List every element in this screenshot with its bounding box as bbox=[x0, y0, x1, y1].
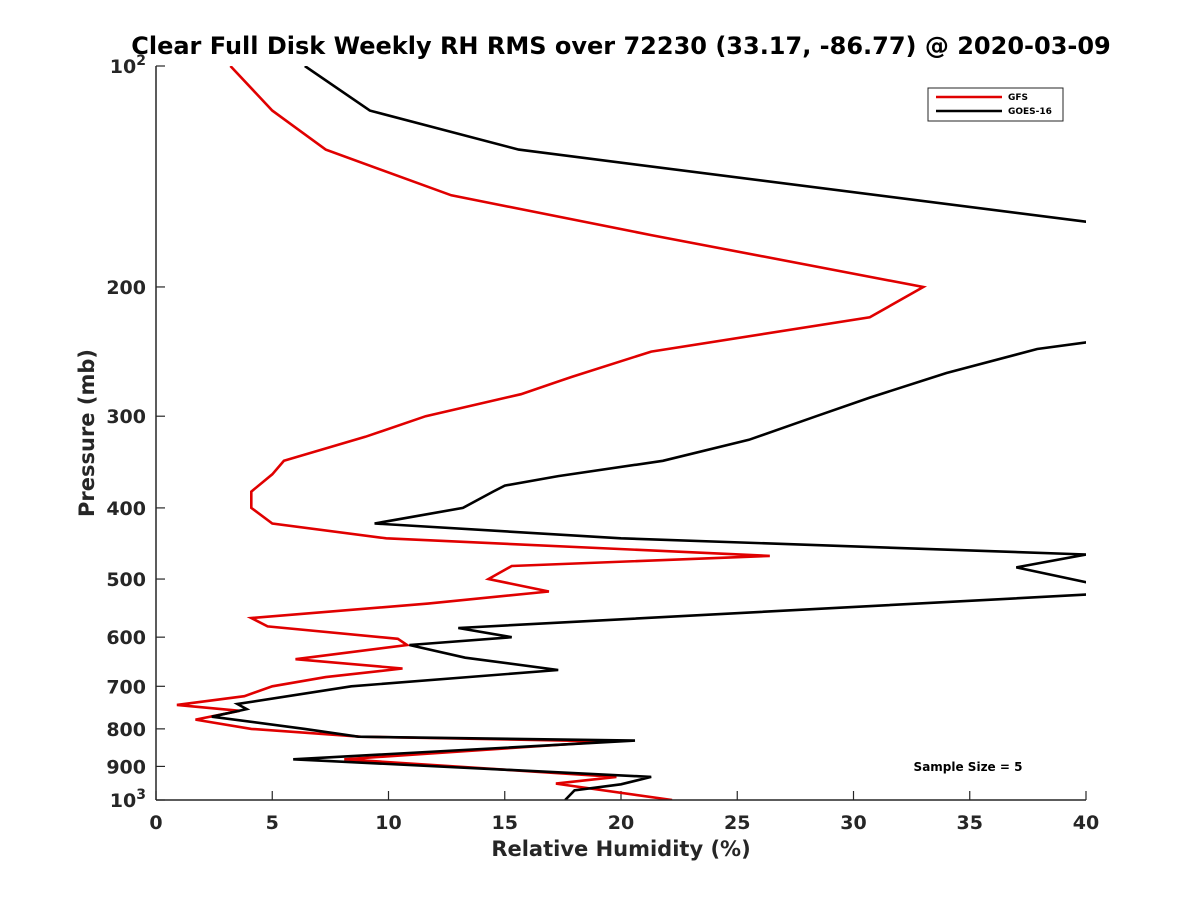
y-tick-label: 200 bbox=[106, 277, 146, 299]
y-axis-label: Pressure (mb) bbox=[75, 349, 99, 517]
legend-label-goes16: GOES-16 bbox=[1008, 107, 1052, 117]
x-tick-label: 5 bbox=[266, 812, 279, 834]
x-tick-label: 20 bbox=[608, 812, 634, 834]
y-tick-label: 800 bbox=[106, 719, 146, 741]
series-layer bbox=[176, 66, 1086, 800]
y-tick-label: 600 bbox=[106, 627, 146, 649]
legend-label-gfs: GFS bbox=[1008, 93, 1028, 103]
y-tick-label: 102 bbox=[110, 53, 146, 78]
y-tick-label: 400 bbox=[106, 498, 146, 520]
y-tick-label: 900 bbox=[106, 756, 146, 778]
y-tick-label: 500 bbox=[106, 569, 146, 591]
x-tick-labels: 0 5 10 15 20 25 30 35 40 bbox=[149, 812, 1099, 834]
x-tick-label: 25 bbox=[724, 812, 750, 834]
series-line-gfs bbox=[176, 66, 928, 800]
y-tick-labels: 102 200 300 400 500 600 700 800 900 103 bbox=[106, 53, 146, 812]
sample-size-annotation: Sample Size = 5 bbox=[914, 760, 1023, 774]
series-line-goes16 bbox=[211, 66, 1086, 800]
x-tick-label: 10 bbox=[375, 812, 401, 834]
x-tick-label: 0 bbox=[149, 812, 162, 834]
x-tick-label: 30 bbox=[840, 812, 866, 834]
x-tick-label: 40 bbox=[1073, 812, 1099, 834]
axis-ticks bbox=[155, 65, 1087, 801]
y-tick-label: 700 bbox=[106, 676, 146, 698]
y-tick-label: 103 bbox=[110, 787, 146, 812]
x-tick-label: 35 bbox=[957, 812, 983, 834]
legend: GFS GOES-16 bbox=[927, 87, 1064, 122]
y-tick-label: 300 bbox=[106, 406, 146, 428]
x-axis-label: Relative Humidity (%) bbox=[491, 837, 750, 861]
legend-box bbox=[927, 87, 1064, 122]
chart-title: Clear Full Disk Weekly RH RMS over 72230… bbox=[131, 32, 1111, 60]
x-tick-label: 15 bbox=[492, 812, 518, 834]
